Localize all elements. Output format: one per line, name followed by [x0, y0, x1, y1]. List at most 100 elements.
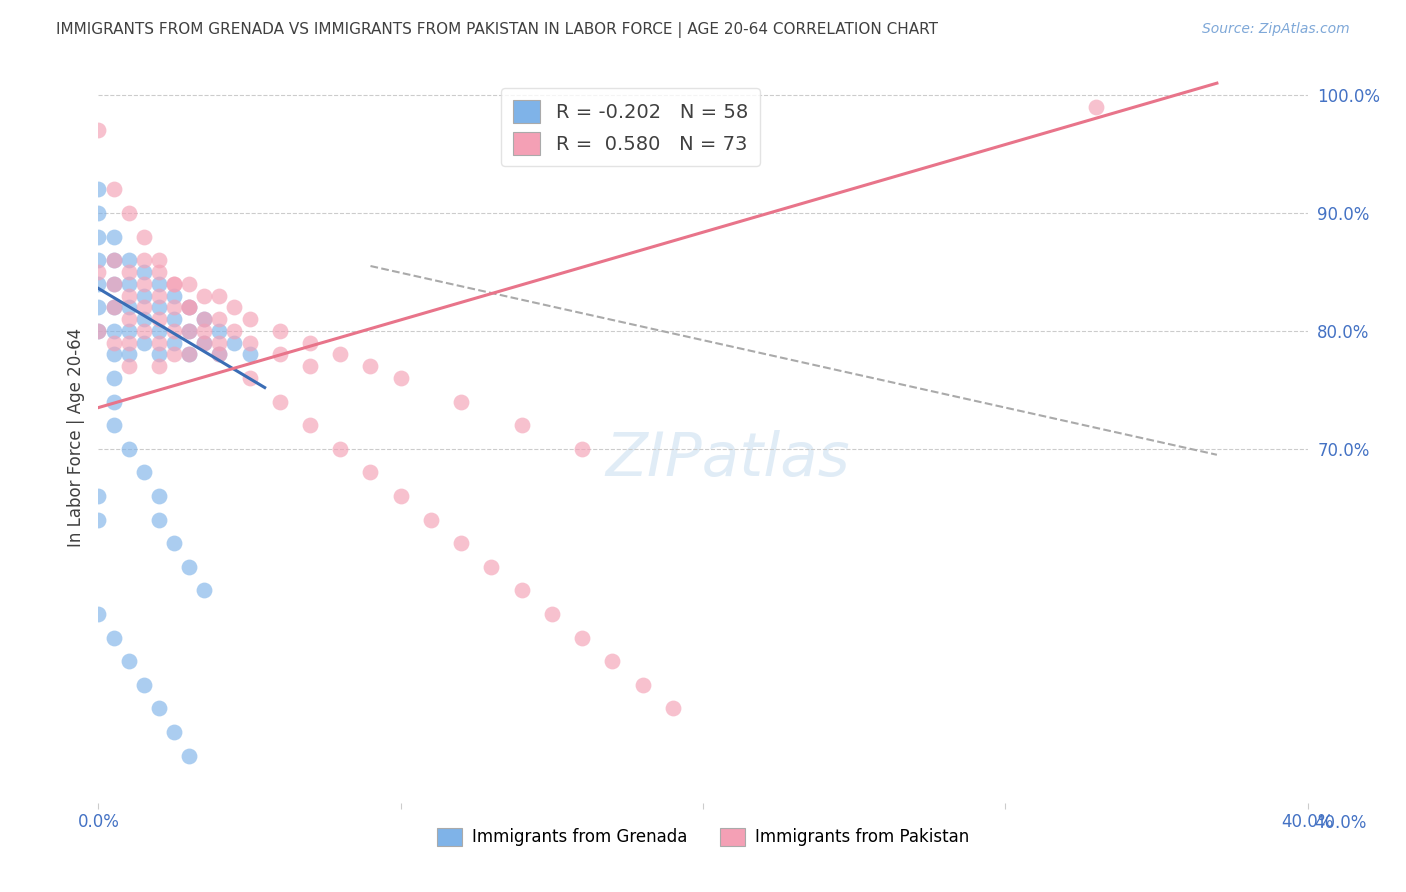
Point	[179, 301, 201, 315]
Point	[118, 277, 141, 291]
Point	[148, 347, 170, 361]
Point	[450, 536, 472, 550]
Point	[118, 335, 141, 350]
Point	[661, 701, 683, 715]
Point	[269, 324, 291, 338]
Point	[179, 277, 201, 291]
Point	[148, 265, 170, 279]
Point	[179, 347, 201, 361]
Point	[208, 288, 231, 302]
Point	[510, 583, 533, 598]
Point	[148, 301, 170, 315]
Text: Source: ZipAtlas.com: Source: ZipAtlas.com	[1202, 22, 1350, 37]
Point	[148, 288, 170, 302]
Point	[329, 347, 352, 361]
Point	[208, 347, 231, 361]
Point	[132, 301, 155, 315]
Point	[179, 301, 201, 315]
Point	[87, 513, 110, 527]
Point	[450, 394, 472, 409]
Point	[132, 466, 155, 480]
Point	[148, 489, 170, 503]
Point	[103, 253, 125, 268]
Point	[269, 394, 291, 409]
Point	[571, 442, 593, 456]
Legend: Immigrants from Grenada, Immigrants from Pakistan: Immigrants from Grenada, Immigrants from…	[430, 821, 976, 853]
Point	[87, 253, 110, 268]
Point	[148, 312, 170, 326]
Point	[103, 631, 125, 645]
Point	[118, 347, 141, 361]
Point	[193, 312, 215, 326]
Point	[132, 324, 155, 338]
Point	[540, 607, 562, 621]
Point	[118, 312, 141, 326]
Point	[103, 394, 125, 409]
Point	[239, 371, 262, 385]
Point	[239, 347, 262, 361]
Point	[132, 253, 155, 268]
Point	[571, 631, 593, 645]
Point	[87, 324, 110, 338]
Point	[360, 359, 382, 374]
Point	[224, 335, 246, 350]
Point	[163, 324, 186, 338]
Point	[87, 324, 110, 338]
Point	[148, 359, 170, 374]
Point	[163, 335, 186, 350]
Point	[420, 513, 443, 527]
Point	[510, 418, 533, 433]
Point	[1085, 100, 1108, 114]
Point	[148, 253, 170, 268]
Point	[179, 301, 201, 315]
Point	[299, 335, 322, 350]
Point	[163, 277, 186, 291]
Point	[87, 229, 110, 244]
Point	[87, 277, 110, 291]
Point	[179, 324, 201, 338]
Point	[389, 489, 412, 503]
Point	[208, 335, 231, 350]
Point	[118, 253, 141, 268]
Point	[148, 324, 170, 338]
Point	[132, 265, 155, 279]
Point	[132, 229, 155, 244]
Point	[179, 559, 201, 574]
Point	[103, 277, 125, 291]
Point	[87, 182, 110, 196]
Point	[163, 288, 186, 302]
Text: ZIPatlas: ZIPatlas	[605, 430, 849, 489]
Point	[163, 312, 186, 326]
Point	[299, 418, 322, 433]
Point	[208, 347, 231, 361]
Point	[87, 265, 110, 279]
Point	[103, 182, 125, 196]
Point	[148, 701, 170, 715]
Point	[132, 288, 155, 302]
Point	[631, 678, 654, 692]
Point	[118, 359, 141, 374]
Point	[193, 312, 215, 326]
Point	[389, 371, 412, 385]
Point	[269, 347, 291, 361]
Point	[103, 229, 125, 244]
Point	[87, 607, 110, 621]
Point	[179, 748, 201, 763]
Point	[481, 559, 503, 574]
Point	[87, 489, 110, 503]
Point	[179, 347, 201, 361]
Point	[132, 277, 155, 291]
Point	[163, 277, 186, 291]
Point	[118, 442, 141, 456]
Point	[329, 442, 352, 456]
Point	[103, 418, 125, 433]
Point	[163, 725, 186, 739]
Point	[224, 324, 246, 338]
Point	[193, 288, 215, 302]
Point	[239, 312, 262, 326]
Point	[208, 324, 231, 338]
Point	[132, 335, 155, 350]
Point	[87, 301, 110, 315]
Point	[602, 654, 624, 668]
Point	[103, 301, 125, 315]
